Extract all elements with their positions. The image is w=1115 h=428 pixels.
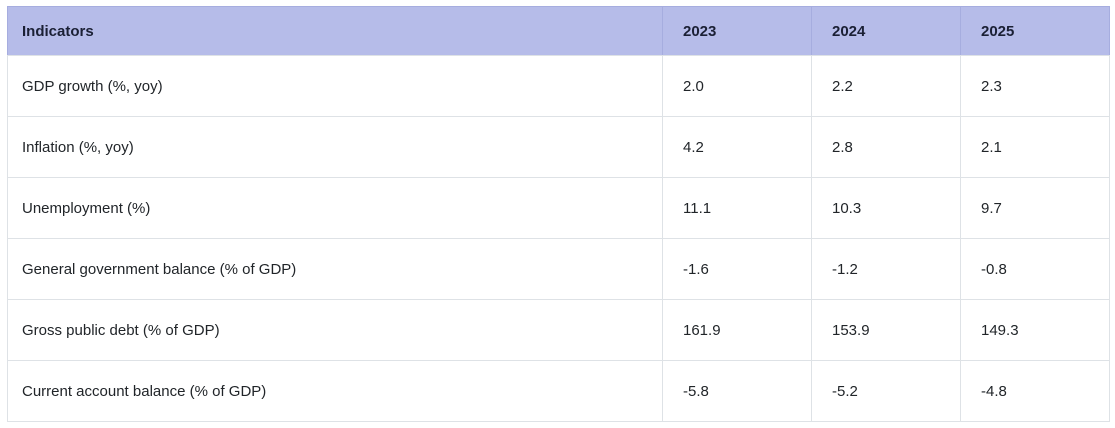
table-row: GDP growth (%, yoy) 2.0 2.2 2.3 [7, 55, 1110, 117]
table-header: Indicators 2023 2024 2025 [7, 6, 1110, 56]
row-value-2024: 153.9 [811, 299, 961, 361]
header-cell-2024: 2024 [811, 6, 961, 56]
header-cell-2023: 2023 [662, 6, 812, 56]
header-row: Indicators 2023 2024 2025 [7, 6, 1110, 56]
row-value-2024: 2.8 [811, 116, 961, 178]
row-value-2024: 2.2 [811, 55, 961, 117]
header-cell-2025: 2025 [960, 6, 1110, 56]
table-row: Unemployment (%) 11.1 10.3 9.7 [7, 177, 1110, 239]
table-row: Current account balance (% of GDP) -5.8 … [7, 360, 1110, 422]
header-cell-indicators: Indicators [7, 6, 663, 56]
row-value-2025: -4.8 [960, 360, 1110, 422]
row-value-2024: 10.3 [811, 177, 961, 239]
row-value-2024: -5.2 [811, 360, 961, 422]
row-label: Inflation (%, yoy) [7, 116, 663, 178]
row-value-2023: 161.9 [662, 299, 812, 361]
row-value-2023: 11.1 [662, 177, 812, 239]
row-value-2025: 149.3 [960, 299, 1110, 361]
row-label: Unemployment (%) [7, 177, 663, 239]
table-row: Inflation (%, yoy) 4.2 2.8 2.1 [7, 116, 1110, 178]
economic-indicators-table: Indicators 2023 2024 2025 GDP growth (%,… [7, 6, 1110, 422]
row-value-2023: 2.0 [662, 55, 812, 117]
row-label: General government balance (% of GDP) [7, 238, 663, 300]
row-value-2023: 4.2 [662, 116, 812, 178]
row-value-2024: -1.2 [811, 238, 961, 300]
row-value-2025: 2.1 [960, 116, 1110, 178]
row-value-2025: -0.8 [960, 238, 1110, 300]
table-row: General government balance (% of GDP) -1… [7, 238, 1110, 300]
row-value-2025: 2.3 [960, 55, 1110, 117]
row-value-2025: 9.7 [960, 177, 1110, 239]
row-value-2023: -1.6 [662, 238, 812, 300]
row-value-2023: -5.8 [662, 360, 812, 422]
table-body: GDP growth (%, yoy) 2.0 2.2 2.3 Inflatio… [7, 55, 1110, 422]
table-row: Gross public debt (% of GDP) 161.9 153.9… [7, 299, 1110, 361]
row-label: GDP growth (%, yoy) [7, 55, 663, 117]
row-label: Gross public debt (% of GDP) [7, 299, 663, 361]
row-label: Current account balance (% of GDP) [7, 360, 663, 422]
